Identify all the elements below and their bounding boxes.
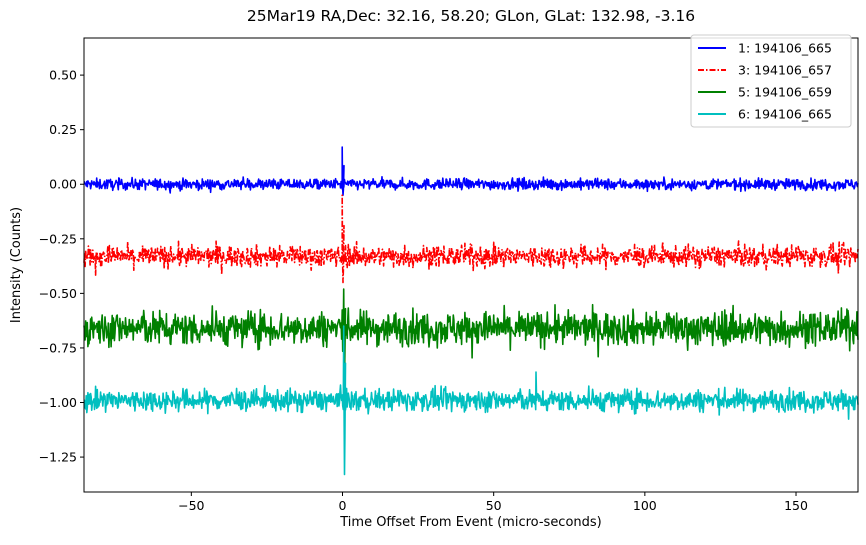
y-tick-label: −0.75 <box>39 340 77 355</box>
legend-label: 5: 194106_659 <box>738 85 832 100</box>
series-line-1 <box>83 146 859 196</box>
legend-label: 6: 194106_665 <box>738 107 832 122</box>
y-tick-label: 0.25 <box>49 122 77 137</box>
series-line-2 <box>83 194 859 284</box>
legend-label: 3: 194106_657 <box>738 63 832 78</box>
plot-frame <box>83 37 859 493</box>
series-layer <box>83 146 859 476</box>
x-ticks: −50 0 50 100 150 <box>178 492 808 513</box>
y-tick-label: −0.25 <box>39 231 77 246</box>
y-tick-label: −1.00 <box>39 395 77 410</box>
y-ticks: 0.50 0.25 0.00 −0.25 −0.50 −0.75 −1.00 −1.25 <box>39 68 84 465</box>
series-line-3 <box>83 288 859 378</box>
y-tick-label: −1.25 <box>39 450 77 465</box>
x-tick-label: 50 <box>486 498 502 513</box>
legend: 1: 194106_665 3: 194106_657 5: 194106_659 6… <box>690 34 852 128</box>
y-tick-label: 0.50 <box>49 68 77 83</box>
x-tick-label: 100 <box>633 498 657 513</box>
x-tick-label: −50 <box>178 498 204 513</box>
series-line-4 <box>83 325 859 476</box>
legend-label: 1: 194106_665 <box>738 41 832 56</box>
y-tick-label: 0.00 <box>49 177 77 192</box>
y-tick-label: −0.50 <box>39 286 77 301</box>
legend-box <box>690 34 852 128</box>
x-tick-label: 0 <box>339 498 347 513</box>
x-tick-label: 150 <box>784 498 808 513</box>
x-axis-label: Time Offset From Event (micro-seconds) <box>339 515 602 530</box>
y-axis-label: Intensity (Counts) <box>9 207 24 323</box>
chart-title: 25Mar19 RA,Dec: 32.16, 58.20; GLon, GLat… <box>247 7 695 25</box>
